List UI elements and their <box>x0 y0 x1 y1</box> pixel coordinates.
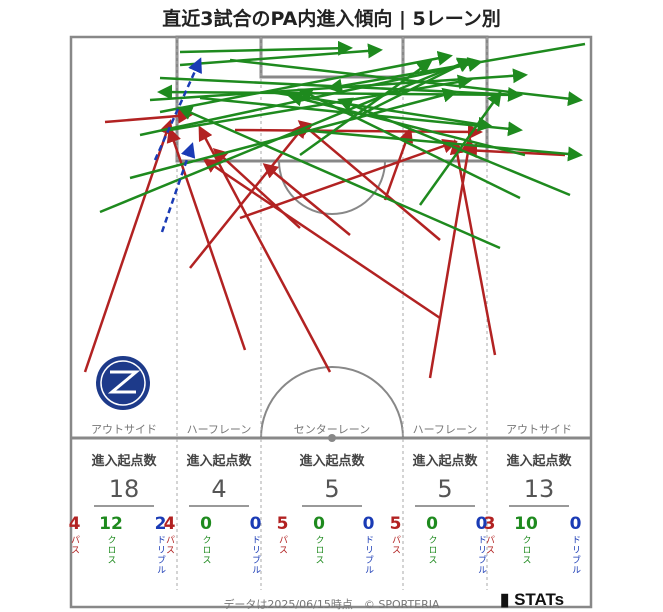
lane-stats-halfspace-left: 進入起点数 4 4 パス 0 クロス 0 ドリブル <box>164 450 262 575</box>
pass-arrow <box>104 108 193 124</box>
stats-dribble-label: ドリブル <box>250 535 260 575</box>
cross-arrow <box>359 58 473 117</box>
stats-pass-label: パス <box>69 535 79 555</box>
stats-dribble-label: ドリブル <box>476 535 486 575</box>
lane-label-outside-right: アウトサイド <box>506 423 572 436</box>
stats-divider <box>189 505 249 507</box>
stats-divider <box>509 505 569 507</box>
stats-divider <box>415 505 475 507</box>
stats-header: 進入起点数 <box>299 454 365 469</box>
stats-cross-count: 0 <box>313 514 325 534</box>
stats-total: 18 <box>108 475 140 503</box>
stats-cross-label: クロス <box>313 535 324 565</box>
stats-dribble-count: 0 <box>362 514 375 534</box>
stats-dribble-count: 0 <box>249 514 262 534</box>
stats-cross-label: クロス <box>426 535 437 565</box>
pass-arrow <box>234 124 483 140</box>
cross-arrow <box>418 90 502 206</box>
stats-cross-count: 10 <box>514 514 538 534</box>
stats-total: 4 <box>211 475 227 503</box>
cross-arrow <box>179 40 353 56</box>
stats-pass-count: 5 <box>389 514 402 534</box>
pass-arrow <box>189 122 307 269</box>
pass-arrow <box>449 139 497 356</box>
stats-pass-label: パス <box>164 535 174 555</box>
stats-total: 13 <box>523 475 555 503</box>
cross-arrow <box>157 84 521 100</box>
dribble-arrow <box>153 57 202 161</box>
lane-stats-center: 進入起点数 5 5 パス 0 クロス 0 ドリブル <box>261 450 403 575</box>
footer-text: データは2025/06/15時点 © SPORTERIA <box>223 598 440 611</box>
cross-arrow <box>269 90 493 132</box>
lane-label-halfspace-right: ハーフレーン <box>412 423 478 436</box>
stats-dribble-count: 0 <box>569 514 582 534</box>
lane-label-center: センターレーン <box>293 423 371 436</box>
pass-arrow <box>262 163 351 236</box>
dribble-arrow <box>160 142 196 233</box>
center-spot <box>328 434 336 442</box>
stats-dribble-count: 2 <box>154 514 167 534</box>
stats-pass-count: 4 <box>163 514 176 534</box>
stats-pass-count: 5 <box>276 514 289 534</box>
penalty-arc <box>278 160 386 215</box>
stats-breakdown: 4 パス 12 クロス 2 ドリブル <box>68 514 177 575</box>
stats-cross-count: 12 <box>99 514 123 534</box>
stats-header: 進入起点数 <box>506 454 572 469</box>
chart-title: 直近3試合のPA内進入傾向 | 5レーン別 <box>162 8 501 30</box>
cross-arrow <box>177 105 501 250</box>
stats-pass-label: パス <box>484 535 494 555</box>
pass-arrow <box>212 147 301 229</box>
stats-divider <box>94 505 154 507</box>
stats-cross-count: 0 <box>200 514 212 534</box>
cross-arrow <box>159 76 523 102</box>
stats-cross-label: クロス <box>105 535 116 565</box>
lane-stats-outside-right: 進入起点数 13 3 パス 10 クロス 0 ドリブル <box>483 450 591 575</box>
lane-label-halfspace-left: ハーフレーン <box>186 423 252 436</box>
pass-arrow <box>202 158 441 320</box>
stats-pass-label: パス <box>277 535 287 555</box>
lane-stats-halfspace-right: 進入起点数 5 5 パス 0 クロス 0 ドリブル <box>390 450 488 575</box>
stats-cross-label: クロス <box>200 535 211 565</box>
stats-header: 進入起点数 <box>186 454 252 469</box>
club-crest-icon <box>96 356 150 410</box>
pass-arrow <box>83 119 174 373</box>
stats-cross-label: クロス <box>520 535 531 565</box>
stats-breakdown: 4 パス 0 クロス 0 ドリブル <box>164 514 262 575</box>
stats-dribble-label: ドリブル <box>155 535 165 575</box>
lane-stats-outside-left: 進入起点数 18 4 パス 12 クロス 2 ドリブル <box>68 450 177 575</box>
stats-dribble-label: ドリブル <box>570 535 580 575</box>
stats-pass-label: パス <box>390 535 400 555</box>
cross-arrow <box>287 91 526 157</box>
stats-divider <box>302 505 362 507</box>
stats-dribble-label: ドリブル <box>363 535 373 575</box>
stats-total: 5 <box>437 475 453 503</box>
pass-arrow <box>198 125 332 373</box>
brand-logo: ▮ STATs <box>500 590 565 609</box>
cross-arrow <box>169 74 473 132</box>
stats-pass-count: 4 <box>68 514 81 534</box>
stats-breakdown: 5 パス 0 クロス 0 ドリブル <box>261 515 403 575</box>
stats-header: 進入起点数 <box>412 454 478 469</box>
stats-total: 5 <box>324 475 340 503</box>
stats-breakdown: 3 パス 10 クロス 0 ドリブル <box>483 514 591 575</box>
pass-arrow <box>166 127 247 351</box>
brand-text: STATs <box>514 590 565 609</box>
stats-header: 進入起点数 <box>91 454 157 469</box>
stats-dribble-count: 0 <box>475 514 488 534</box>
stats-cross-count: 0 <box>426 514 438 534</box>
center-circle <box>260 366 404 439</box>
arrows-layer <box>83 40 586 379</box>
cross-arrow <box>299 128 583 162</box>
lane-label-outside-left: アウトサイド <box>91 423 157 436</box>
cross-arrow <box>129 87 458 180</box>
pass-arrow <box>428 137 476 379</box>
stats-pass-count: 3 <box>483 514 496 534</box>
pass-arrow <box>297 120 441 241</box>
stats-breakdown: 5 パス 0 クロス 0 ドリブル <box>390 514 488 575</box>
